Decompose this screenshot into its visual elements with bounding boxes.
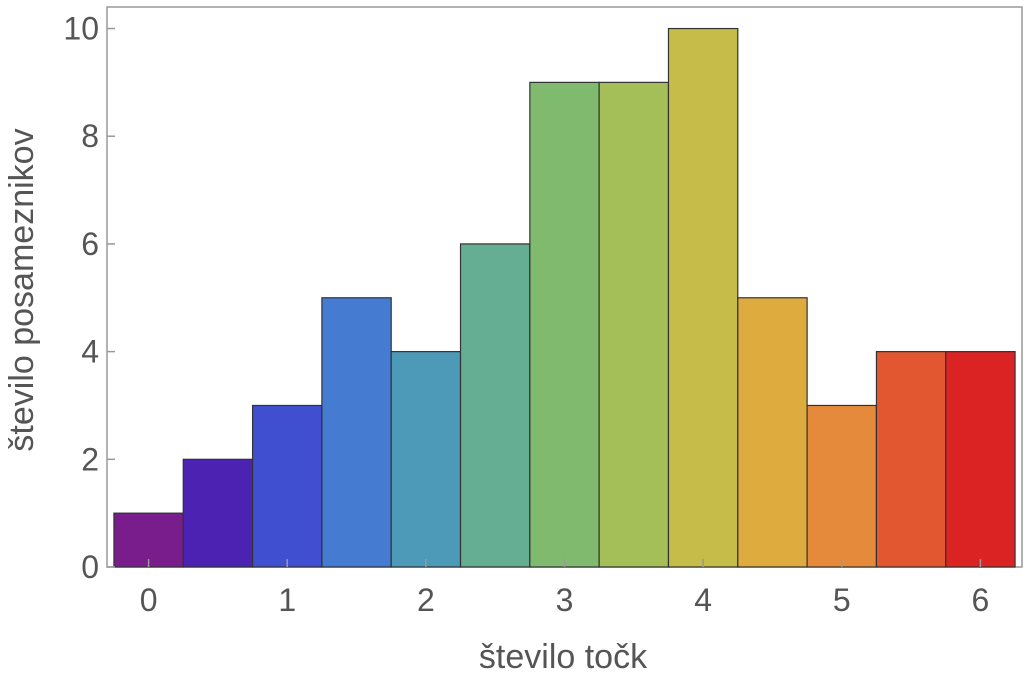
y-tick-label-5: 10 <box>63 11 99 47</box>
x-tick-label-4: 4 <box>694 582 712 618</box>
x-tick-label-5: 5 <box>833 582 851 618</box>
bar-12 <box>945 351 1016 568</box>
x-tick-label-0: 0 <box>140 582 158 618</box>
bar-8 <box>667 27 739 568</box>
y-axis: 0 2 4 6 8 10 <box>63 11 115 585</box>
y-tick-label-0: 0 <box>81 549 99 585</box>
x-axis: 0 1 2 3 4 5 6 <box>140 559 990 618</box>
bar-2 <box>251 404 323 568</box>
bar-4 <box>390 351 462 568</box>
bar-1 <box>182 458 254 568</box>
bar-10 <box>806 404 878 568</box>
x-tick-label-6: 6 <box>972 582 990 618</box>
bar-6 <box>529 81 600 568</box>
y-tick-label-2: 4 <box>81 334 99 370</box>
y-tick-label-3: 6 <box>81 226 99 262</box>
x-axis-title: število točk <box>479 638 648 676</box>
y-axis-title: število posameznikov <box>3 128 41 451</box>
x-tick-label-2: 2 <box>417 582 435 618</box>
y-tick-label-1: 2 <box>81 441 99 477</box>
y-tick-label-4: 8 <box>81 118 99 154</box>
bars-group <box>113 27 1016 568</box>
bar-3 <box>321 297 392 568</box>
x-tick-label-3: 3 <box>556 582 574 618</box>
bar-11 <box>875 351 947 568</box>
x-tick-label-1: 1 <box>278 582 296 618</box>
bar-9 <box>737 297 808 568</box>
bar-7 <box>598 81 670 568</box>
bar-5 <box>459 243 531 568</box>
bar-0 <box>113 512 184 568</box>
